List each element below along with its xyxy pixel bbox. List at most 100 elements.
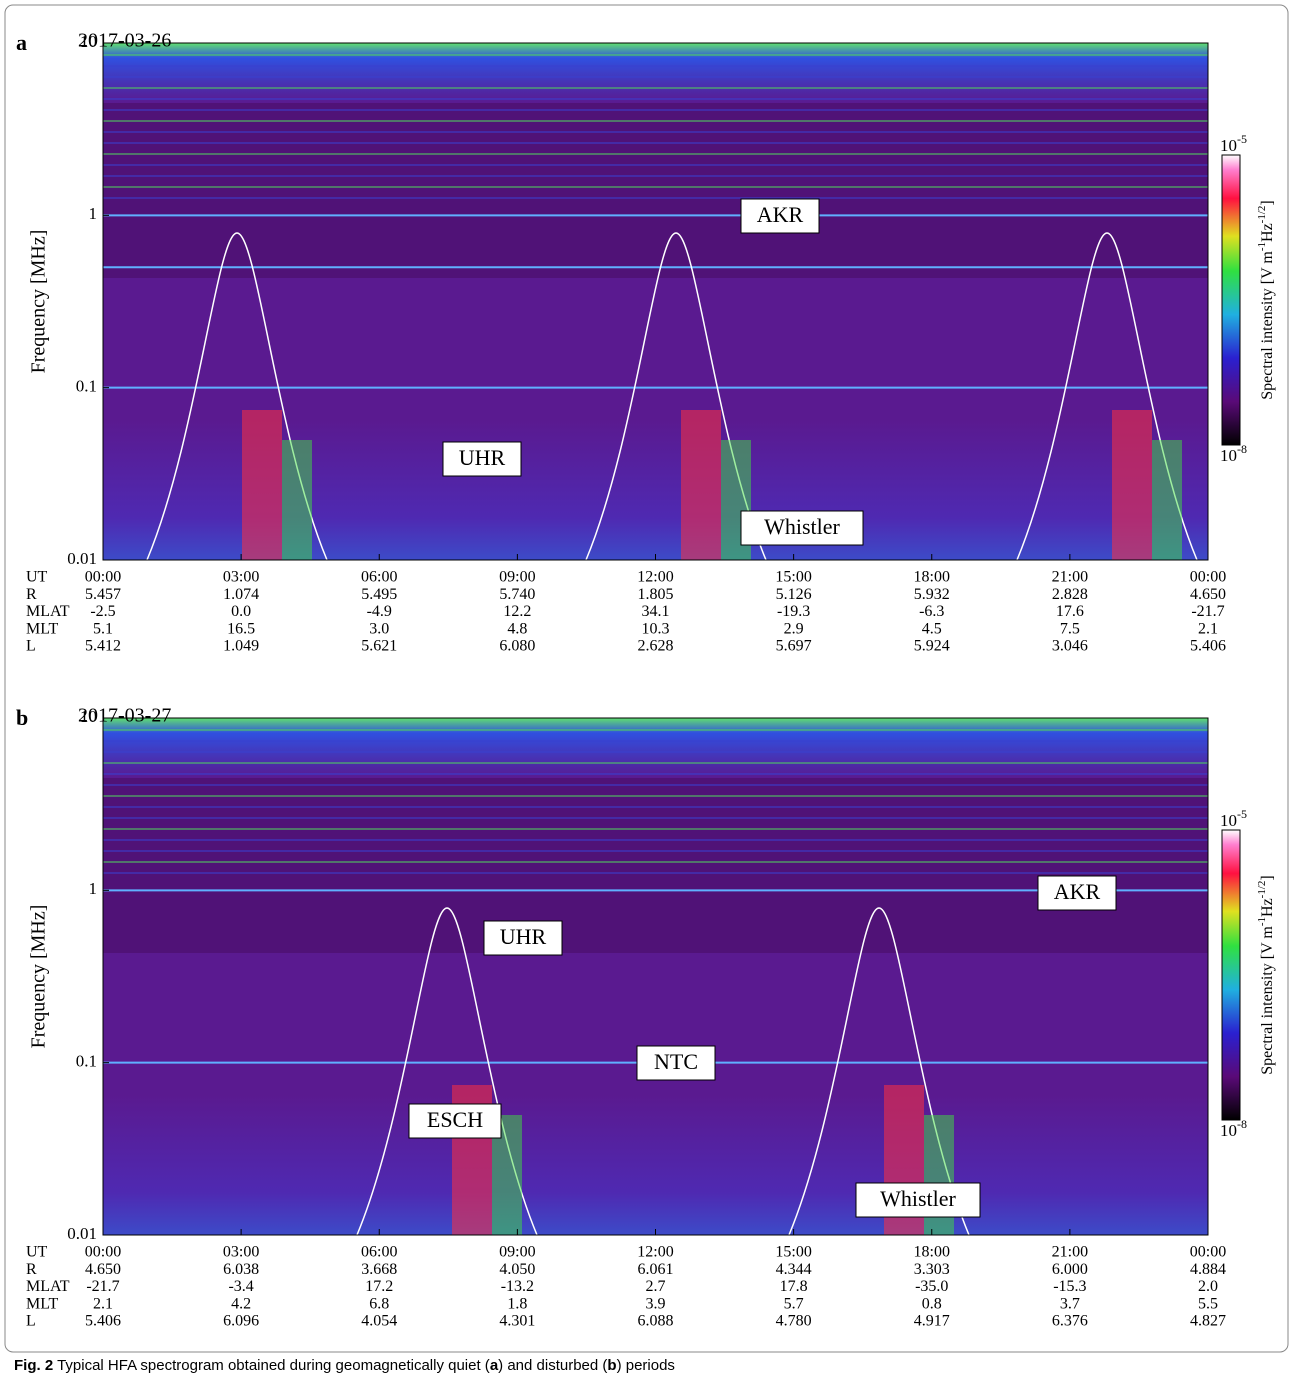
ephemeris-value: 4.650 xyxy=(85,1261,121,1278)
annotation: ESCH xyxy=(427,1107,483,1132)
ephemeris-value: 4.884 xyxy=(1190,1261,1226,1278)
ephemeris-value: 4.2 xyxy=(231,1295,251,1312)
ephemeris-value: -15.3 xyxy=(1053,1278,1086,1295)
y-tick-label: 10 xyxy=(80,32,97,51)
ephemeris-value: 5.697 xyxy=(776,637,812,654)
y-tick-label: 10 xyxy=(80,707,97,726)
annotation-box xyxy=(442,441,522,477)
annotation-box xyxy=(636,1045,716,1081)
ephemeris-value: 5.406 xyxy=(1190,637,1226,654)
colorbar-tick-base: 10 xyxy=(1220,811,1237,830)
colorbar-tick-label: 10-8 xyxy=(1220,442,1247,465)
ephemeris-value: 15:00 xyxy=(775,1244,811,1261)
ephemeris-value: 15:00 xyxy=(775,569,811,586)
colorbar-tick-exp: -5 xyxy=(1237,132,1247,146)
ephemeris-row-label: L xyxy=(26,1312,36,1329)
ephemeris-value: -21.7 xyxy=(86,1278,119,1295)
ephemeris-value: 4.344 xyxy=(776,1261,812,1278)
ephemeris-value: 5.412 xyxy=(85,637,121,654)
colorbar-title-part: -1/2 xyxy=(1256,206,1268,224)
ephemeris-value: 2.628 xyxy=(638,637,674,654)
ephemeris-row-label: R xyxy=(26,1261,37,1278)
y-axis-label: Frequency [MHz] xyxy=(28,905,50,1049)
y-axis-label: Frequency [MHz] xyxy=(28,230,50,374)
ephemeris-value: 03:00 xyxy=(223,569,259,586)
ephemeris-value: 1.049 xyxy=(223,637,259,654)
ephemeris-value: 3.9 xyxy=(646,1295,666,1312)
spectrogram-band xyxy=(103,718,1208,778)
ephemeris-value: -21.7 xyxy=(1191,603,1224,620)
ephemeris-value: 6.080 xyxy=(499,637,535,654)
annotation: Whistler xyxy=(764,514,840,539)
ephemeris-value: 6.376 xyxy=(1052,1312,1088,1329)
ephemeris-value: 1.805 xyxy=(638,586,674,603)
spectrogram-band xyxy=(103,778,1208,953)
ephemeris-row-label: UT xyxy=(26,569,48,586)
ephemeris-value: 12:00 xyxy=(637,1244,673,1261)
colorbar-title-part: Hz xyxy=(1259,898,1276,917)
colorbar-tick-base: 10 xyxy=(1220,136,1237,155)
ephemeris-value: 4.5 xyxy=(922,620,942,637)
annotation-box xyxy=(1037,875,1117,911)
ephemeris-value: 2.828 xyxy=(1052,586,1088,603)
colorbar-title-part: -1 xyxy=(1256,917,1268,926)
ephemeris-row-label: MLAT xyxy=(26,603,70,620)
ephemeris-value: 4.827 xyxy=(1190,1312,1226,1329)
ephemeris-value: 5.457 xyxy=(85,586,121,603)
annotation-box xyxy=(740,198,820,234)
ephemeris-value: 06:00 xyxy=(361,569,397,586)
gyro-curve xyxy=(585,232,767,561)
annotation: NTC xyxy=(654,1049,698,1074)
annotation-box xyxy=(740,510,864,546)
ephemeris-value: 5.924 xyxy=(914,637,950,654)
ephemeris-value: 5.1 xyxy=(93,620,113,637)
colorbar-title: Spectral intensity [V m-1Hz-1/2] xyxy=(1256,875,1276,1074)
ephemeris-value: 3.046 xyxy=(1052,637,1088,654)
spectrogram-band xyxy=(103,1095,1208,1235)
ephemeris-value: 6.8 xyxy=(369,1295,389,1312)
ephemeris-value: 21:00 xyxy=(1052,569,1088,586)
ephemeris-value: -4.9 xyxy=(367,603,392,620)
annotation-box xyxy=(483,920,563,956)
ephemeris-value: 3.668 xyxy=(361,1261,397,1278)
colorbar-title-part: -1 xyxy=(1256,242,1268,251)
colorbar-tick-exp: -8 xyxy=(1237,442,1247,456)
ephemeris-row-label: MLT xyxy=(26,620,59,637)
ephemeris-value: 21:00 xyxy=(1052,1244,1088,1261)
caption: Fig. 2 Typical HFA spectrogram obtained … xyxy=(14,1357,675,1374)
ephemeris-value: 5.621 xyxy=(361,637,397,654)
colorbar xyxy=(1221,154,1241,446)
ephemeris-value: 17.8 xyxy=(780,1278,808,1295)
ephemeris-value: 4.8 xyxy=(507,620,527,637)
colorbar-title-part: ] xyxy=(1259,200,1276,205)
ephemeris-value: 6.088 xyxy=(638,1312,674,1329)
ephemeris-value: 3.7 xyxy=(1060,1295,1080,1312)
colorbar-tick-label: 10-5 xyxy=(1220,807,1247,830)
ephemeris-value: 5.126 xyxy=(776,586,812,603)
ephemeris-value: 10.3 xyxy=(642,620,670,637)
colorbar-tick-base: 10 xyxy=(1220,446,1237,465)
ephemeris-value: 06:00 xyxy=(361,1244,397,1261)
ephemeris-value: 4.054 xyxy=(361,1312,397,1329)
gyro-curve xyxy=(1016,232,1198,561)
ephemeris-value: 3.0 xyxy=(369,620,389,637)
ephemeris-value: 12:00 xyxy=(637,569,673,586)
ephemeris-value: 2.1 xyxy=(93,1295,113,1312)
y-tick-label: 0.01 xyxy=(67,549,97,568)
ephemeris-row-label: R xyxy=(26,586,37,603)
ephemeris-value: -6.3 xyxy=(919,603,944,620)
ephemeris-value: -19.3 xyxy=(777,603,810,620)
ephemeris-row-label: MLAT xyxy=(26,1278,70,1295)
colorbar xyxy=(1221,829,1241,1121)
ephemeris-value: 00:00 xyxy=(85,569,121,586)
ephemeris-value: 5.495 xyxy=(361,586,397,603)
colorbar-tick-exp: -8 xyxy=(1237,1117,1247,1131)
ephemeris-row-label: UT xyxy=(26,1244,48,1261)
ephemeris-value: -3.4 xyxy=(228,1278,253,1295)
y-tick-label: 0.1 xyxy=(76,1052,97,1071)
ephemeris-value: 09:00 xyxy=(499,1244,535,1261)
ephemeris-value: -13.2 xyxy=(501,1278,534,1295)
ephemeris-value: 00:00 xyxy=(85,1244,121,1261)
ephemeris-value: 5.932 xyxy=(914,586,950,603)
ephemeris-value: 7.5 xyxy=(1060,620,1080,637)
